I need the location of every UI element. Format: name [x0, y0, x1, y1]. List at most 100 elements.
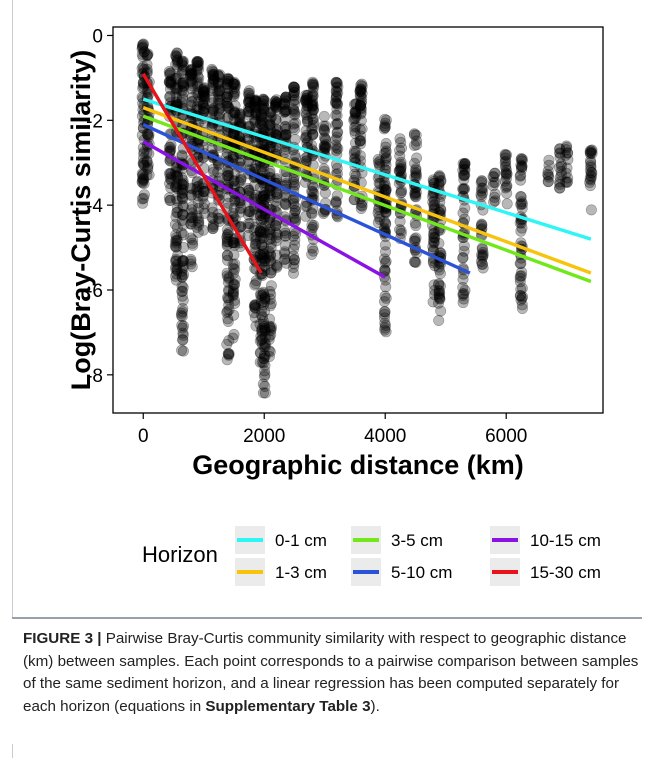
data-point	[307, 120, 319, 132]
data-point	[171, 222, 183, 234]
data-point	[307, 98, 319, 110]
data-point	[279, 239, 291, 251]
data-point	[197, 100, 209, 112]
data-point	[270, 220, 282, 232]
data-point	[177, 255, 189, 267]
data-point	[185, 212, 197, 224]
data-point	[186, 69, 198, 81]
data-point	[176, 290, 188, 302]
data-point	[171, 182, 183, 194]
data-point	[515, 257, 527, 269]
data-point	[255, 100, 267, 112]
data-point	[137, 61, 149, 73]
data-point	[263, 350, 275, 362]
data-point	[228, 202, 240, 214]
data-point	[270, 126, 282, 138]
data-point	[301, 155, 313, 167]
data-point	[193, 180, 205, 192]
data-point	[178, 80, 190, 92]
data-point	[307, 100, 319, 112]
data-point	[257, 94, 269, 106]
data-point	[212, 70, 224, 82]
data-point	[186, 201, 198, 213]
data-point	[137, 197, 149, 209]
data-point	[170, 193, 182, 205]
data-point	[259, 293, 271, 305]
data-point	[263, 114, 275, 126]
data-point	[229, 263, 241, 275]
data-point	[143, 131, 155, 143]
data-point	[301, 96, 313, 108]
data-point	[287, 230, 299, 242]
data-point	[164, 83, 176, 95]
data-point	[349, 145, 361, 157]
data-point	[223, 271, 235, 283]
data-point	[350, 107, 362, 119]
data-point	[233, 113, 245, 125]
data-point	[227, 279, 239, 291]
data-point	[307, 104, 319, 116]
data-point	[264, 119, 276, 131]
data-point	[197, 190, 209, 202]
data-point	[222, 72, 234, 84]
data-point	[143, 148, 155, 160]
data-point	[279, 105, 291, 117]
data-point	[250, 189, 262, 201]
data-point	[307, 90, 319, 102]
data-point	[330, 195, 342, 207]
data-point	[171, 181, 183, 193]
data-point	[263, 245, 275, 257]
data-point	[214, 90, 226, 102]
data-point	[265, 233, 277, 245]
data-point	[499, 148, 511, 160]
data-point	[255, 294, 267, 306]
data-point	[306, 97, 318, 109]
data-point	[207, 92, 219, 104]
data-point	[408, 140, 420, 152]
data-point	[177, 56, 189, 68]
data-point	[214, 102, 226, 114]
data-point	[269, 100, 281, 112]
data-point	[191, 186, 203, 198]
data-point	[350, 110, 362, 122]
data-point	[191, 176, 203, 188]
data-point	[242, 87, 254, 99]
data-point	[258, 104, 270, 116]
data-point	[379, 239, 391, 251]
data-point	[221, 97, 233, 109]
data-point	[331, 110, 343, 122]
data-point	[408, 129, 420, 141]
data-point	[287, 89, 299, 101]
data-point	[176, 68, 188, 80]
data-point	[222, 348, 234, 360]
data-point	[265, 288, 277, 300]
data-point	[165, 168, 177, 180]
data-point	[234, 116, 246, 128]
data-point	[141, 155, 153, 167]
data-point	[307, 104, 319, 116]
data-point	[271, 229, 283, 241]
data-point	[177, 327, 189, 339]
data-point	[278, 254, 290, 266]
data-point	[516, 302, 528, 314]
data-point	[136, 193, 148, 205]
data-point	[319, 142, 331, 154]
data-point	[228, 152, 240, 164]
data-point	[197, 192, 209, 204]
data-point	[270, 259, 282, 271]
data-point	[229, 273, 241, 285]
data-point	[229, 294, 241, 306]
data-point	[348, 148, 360, 160]
data-point	[278, 97, 290, 109]
data-point	[265, 323, 277, 335]
data-point	[256, 333, 268, 345]
data-point	[185, 182, 197, 194]
data-point	[263, 251, 275, 263]
data-point	[192, 226, 204, 238]
data-point	[170, 274, 182, 286]
data-point	[221, 78, 233, 90]
data-point	[259, 220, 271, 232]
data-point	[223, 292, 235, 304]
data-point	[410, 187, 422, 199]
data-point	[380, 292, 392, 304]
